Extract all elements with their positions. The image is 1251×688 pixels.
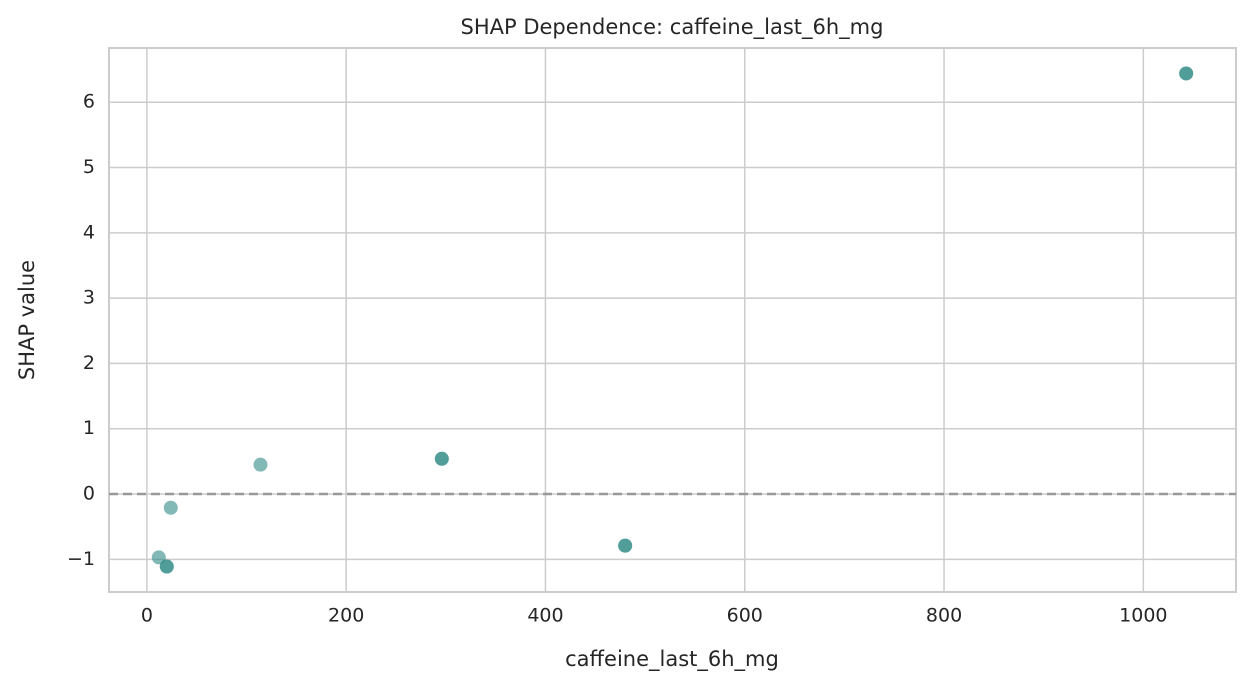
x-tick-label: 400: [527, 605, 563, 627]
y-tick-label: 6: [83, 91, 95, 113]
point: [1179, 66, 1194, 81]
x-tick-label: 600: [727, 605, 763, 627]
y-tick-label: 2: [83, 352, 95, 374]
x-tick-label: 800: [926, 605, 962, 627]
point: [253, 457, 268, 472]
y-tick-label: 1: [83, 417, 95, 439]
point: [434, 451, 449, 466]
chart-title: SHAP Dependence: caffeine_last_6h_mg: [461, 15, 884, 40]
y-tick-label: 3: [83, 287, 95, 309]
point: [151, 550, 166, 565]
x-tick-label: 0: [141, 605, 153, 627]
point: [159, 559, 174, 574]
point: [163, 500, 178, 515]
y-tick-label: 4: [83, 221, 95, 243]
y-axis-label: SHAP value: [15, 260, 39, 380]
y-tick-label: 5: [83, 156, 95, 178]
x-tick-label: 1000: [1119, 605, 1167, 627]
y-tick-label: 0: [83, 483, 95, 505]
plot-frame: [108, 47, 1237, 593]
x-tick-label: 200: [328, 605, 364, 627]
x-axis-label: caffeine_last_6h_mg: [565, 647, 779, 672]
y-tick-label: −1: [67, 548, 95, 570]
point: [618, 538, 633, 553]
